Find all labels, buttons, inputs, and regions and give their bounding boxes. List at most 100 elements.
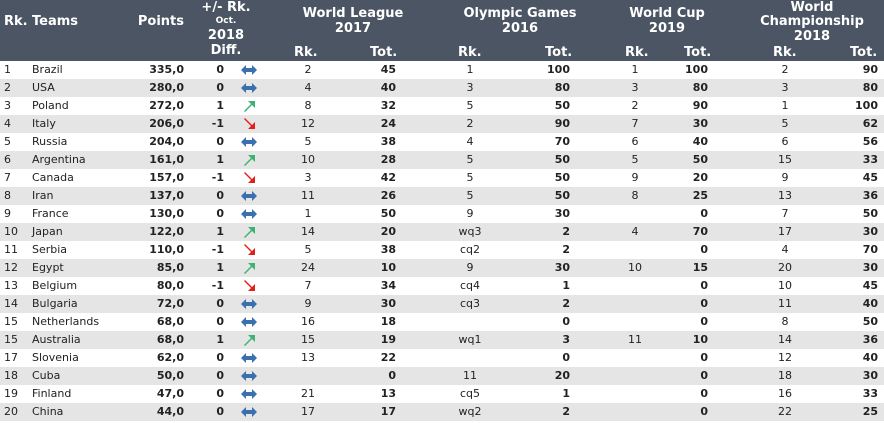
- wl-rank-cell: 16: [301, 315, 315, 328]
- rank-cell: 12: [4, 261, 18, 274]
- rank-cell: 5: [4, 135, 11, 148]
- points-cell: 157,0: [149, 171, 184, 184]
- rank-cell: 14: [4, 297, 18, 310]
- og-total-cell: 90: [554, 117, 570, 130]
- wc-rank-cell: 4: [631, 225, 639, 238]
- header-world-championship-2: Championship: [760, 14, 864, 29]
- wch-total-cell: 40: [862, 351, 878, 364]
- header-diff-year: 2018: [207, 28, 245, 43]
- table-row: 14 Bulgaria 72,0 0 9 30 cq3 2 0 11 40: [0, 295, 884, 313]
- points-cell: 85,0: [156, 261, 184, 274]
- table-row: 8 Iran 137,0 0 11 26 5 50 8 25 13 36: [0, 187, 884, 205]
- wc-total-cell: 0: [700, 279, 708, 292]
- points-cell: 130,0: [149, 207, 184, 220]
- rank-cell: 7: [4, 171, 11, 184]
- table-row: 6 Argentina 161,0 1 10 28 5 50 5 50 15 33: [0, 151, 884, 169]
- og-total-cell: 2: [562, 405, 570, 418]
- rank-cell: 15: [4, 333, 18, 346]
- wl-total-cell: 38: [380, 135, 396, 148]
- points-cell: 280,0: [149, 81, 184, 94]
- header-wc-tot: Tot.: [684, 45, 712, 60]
- wl-total-cell: 50: [380, 207, 396, 220]
- wc-total-cell: 0: [700, 387, 708, 400]
- team-cell: Slovenia: [32, 351, 79, 364]
- wch-total-cell: 100: [855, 99, 878, 112]
- wch-total-cell: 25: [862, 405, 878, 418]
- wch-rank-cell: 5: [781, 117, 789, 130]
- og-total-cell: 70: [554, 135, 570, 148]
- header-world-championship-year: 2018: [793, 29, 831, 44]
- wch-total-cell: 70: [862, 243, 878, 256]
- points-cell: 161,0: [149, 153, 184, 166]
- points-cell: 204,0: [149, 135, 184, 148]
- og-total-cell: 50: [554, 189, 570, 202]
- header-olympic-games-year: 2016: [501, 21, 539, 36]
- wch-total-cell: 50: [862, 315, 878, 328]
- og-total-cell: 2: [562, 297, 570, 310]
- header-olympic-games: Olympic Games: [463, 6, 577, 21]
- trend-same-icon: [240, 62, 258, 78]
- wc-rank-cell: [618, 241, 652, 259]
- table-row: 12 Egypt 85,0 1 24 10 9 30 10 15 20 30: [0, 259, 884, 277]
- wl-total-cell: 10: [380, 261, 396, 274]
- og-total-cell: 50: [554, 99, 570, 112]
- points-cell: 68,0: [156, 333, 184, 346]
- trend-same-icon: [240, 80, 258, 96]
- points-cell: 44,0: [156, 405, 184, 418]
- table-row: 2 USA 280,0 0 4 40 3 80 3 80 3 80: [0, 79, 884, 97]
- header-diff-month: Oct.: [215, 16, 237, 26]
- wc-total-cell: 100: [685, 63, 708, 76]
- wc-total-cell: 0: [700, 243, 708, 256]
- rank-cell: 9: [4, 207, 11, 220]
- header-teams: Teams: [32, 14, 79, 29]
- trend-up-icon: [240, 260, 258, 276]
- wl-rank-cell: 21: [301, 387, 315, 400]
- rank-cell: 6: [4, 153, 11, 166]
- points-cell: 68,0: [156, 315, 184, 328]
- rank-cell: 2: [4, 81, 11, 94]
- wch-rank-cell: 15: [778, 153, 792, 166]
- wc-rank-cell: 8: [631, 189, 639, 202]
- team-cell: Canada: [32, 171, 74, 184]
- points-cell: 50,0: [156, 369, 184, 382]
- wl-total-cell: 20: [380, 225, 396, 238]
- header-wc-rk: Rk.: [625, 45, 649, 60]
- wl-total-cell: 34: [380, 279, 396, 292]
- trend-same-icon: [240, 386, 258, 402]
- wl-total-cell: 18: [380, 315, 396, 328]
- rank-cell: 10: [4, 225, 18, 238]
- og-rank-cell: cq3: [459, 297, 481, 310]
- wl-total-cell: 24: [380, 117, 396, 130]
- og-rank-cell: 4: [466, 135, 474, 148]
- og-rank-cell: wq2: [458, 405, 482, 418]
- wl-rank-cell: 13: [301, 351, 315, 364]
- diff-cell: -1: [211, 279, 224, 292]
- wc-rank-cell: [618, 277, 652, 295]
- og-total-cell: 30: [554, 261, 570, 274]
- og-rank-cell: 3: [466, 81, 474, 94]
- og-total-cell: 2: [562, 243, 570, 256]
- og-rank-cell: cq2: [459, 243, 481, 256]
- wc-total-cell: 25: [692, 189, 708, 202]
- wc-rank-cell: [618, 313, 652, 331]
- diff-cell: 0: [216, 387, 224, 400]
- wl-total-cell: 0: [388, 369, 396, 382]
- wch-rank-cell: 12: [778, 351, 792, 364]
- wc-rank-cell: 5: [631, 153, 639, 166]
- points-cell: 62,0: [156, 351, 184, 364]
- header-diff-label: Diff.: [210, 43, 242, 58]
- wl-rank-cell: 4: [304, 81, 312, 94]
- diff-cell: 0: [216, 135, 224, 148]
- wch-total-cell: 30: [862, 369, 878, 382]
- header-world-cup-year: 2019: [648, 21, 686, 36]
- team-cell: Argentina: [32, 153, 86, 166]
- wc-rank-cell: 6: [631, 135, 639, 148]
- table-row: 15 Australia 68,0 1 15 19 wq1 3 11 10 14 36: [0, 331, 884, 349]
- wch-total-cell: 40: [862, 297, 878, 310]
- rank-cell: 11: [4, 243, 18, 256]
- wc-total-cell: 10: [692, 333, 708, 346]
- header-diff-title: +/- Rk.: [201, 0, 251, 15]
- og-total-cell: 2: [562, 225, 570, 238]
- wl-rank-cell: 15: [301, 333, 315, 346]
- wl-total-cell: 13: [380, 387, 396, 400]
